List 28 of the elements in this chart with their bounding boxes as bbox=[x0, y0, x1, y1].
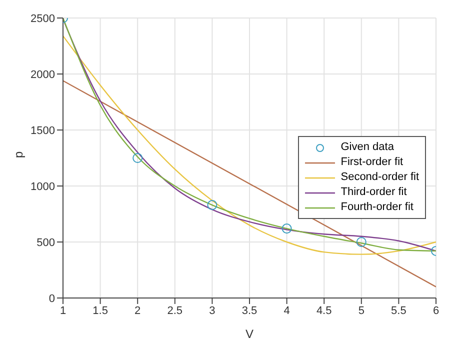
x-tick-label: 2.5 bbox=[167, 304, 183, 317]
y-tick-label: 0 bbox=[48, 292, 55, 305]
x-tick-label: 1.5 bbox=[92, 304, 108, 317]
x-tick-label: 4 bbox=[284, 304, 290, 317]
y-tick-label: 500 bbox=[36, 236, 55, 249]
x-tick-label: 3 bbox=[209, 304, 216, 317]
y-tick-label: 2500 bbox=[30, 12, 55, 25]
y-axis-title: p bbox=[11, 151, 26, 158]
point bbox=[356, 236, 366, 248]
y-tick-label: 1500 bbox=[30, 124, 55, 137]
x-tick-label: 4.5 bbox=[316, 304, 332, 317]
x-tick-label: 3.5 bbox=[242, 304, 258, 317]
point bbox=[282, 224, 292, 234]
legend-label: First-order fit bbox=[340, 155, 404, 170]
legend-label: Given data bbox=[340, 140, 394, 155]
y-tick-label: 2000 bbox=[30, 68, 55, 81]
x-tick-label: 6 bbox=[432, 304, 440, 317]
x-axis-title: V bbox=[245, 327, 254, 341]
point bbox=[207, 200, 218, 210]
x-tick-label: 5.5 bbox=[391, 304, 406, 317]
legend-label: Second-order fit bbox=[340, 170, 419, 185]
y-tick-label: 1000 bbox=[30, 180, 55, 193]
x-tick-label: 5 bbox=[358, 304, 364, 317]
point bbox=[132, 152, 143, 164]
x-tick-label: 1 bbox=[60, 304, 66, 317]
legend-label: Third-order fit bbox=[340, 185, 407, 200]
x-tick-label: 2 bbox=[134, 304, 141, 317]
legend-label: Fourth-order fit bbox=[340, 200, 414, 215]
